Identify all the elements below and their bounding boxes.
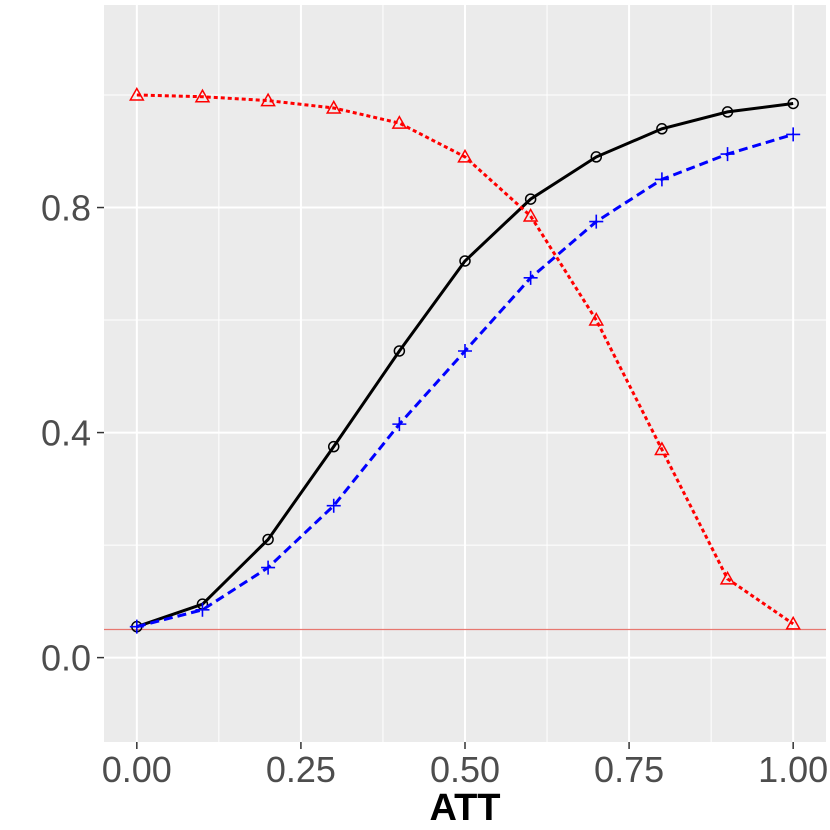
series-0-point-5 xyxy=(459,255,471,267)
series-1-point-10 xyxy=(786,127,801,142)
y-tick-label-1: 0.4 xyxy=(41,413,91,454)
series-1-point-5 xyxy=(458,343,472,358)
series-0-point-3 xyxy=(327,440,340,453)
series-0-point-9 xyxy=(721,106,734,118)
series-1-point-6 xyxy=(523,270,538,285)
series-1-point-8 xyxy=(654,172,669,187)
series-0-point-6 xyxy=(524,193,537,205)
series-2-point-8 xyxy=(654,441,670,456)
series-2-point-2 xyxy=(260,92,276,107)
series-2 xyxy=(129,86,801,630)
x-tick-label-0: 0.00 xyxy=(102,749,172,790)
axes: 0.00 0.25 0.50 0.75 1.00 0.0 0.4 0.8 xyxy=(41,188,828,790)
series-2-point-6 xyxy=(522,207,539,222)
series-2-point-0 xyxy=(129,86,145,101)
series-2-point-3 xyxy=(325,99,342,114)
series-group xyxy=(129,86,801,634)
series-1-point-4 xyxy=(392,417,407,432)
series-2-point-9 xyxy=(719,570,736,585)
x-tick-label-3: 0.75 xyxy=(594,749,664,790)
series-2-point-5 xyxy=(457,148,473,163)
series-1-point-3 xyxy=(326,498,341,513)
x-axis-title: ATT xyxy=(429,787,500,829)
series-2-point-10 xyxy=(785,615,801,630)
series-1-point-9 xyxy=(720,147,735,162)
y-tick-label-2: 0.8 xyxy=(41,188,91,229)
series-0-line xyxy=(136,102,794,629)
series-2-line xyxy=(136,93,795,626)
y-tick-label-0: 0.0 xyxy=(41,638,91,679)
series-2-point-4 xyxy=(391,115,408,129)
series-1-point-1 xyxy=(195,602,210,617)
series-0-point-10 xyxy=(787,97,799,110)
series-1-point-7 xyxy=(589,214,604,229)
series-2-point-7 xyxy=(588,312,605,326)
x-tick-label-1: 0.25 xyxy=(266,749,336,790)
series-0-point-2 xyxy=(262,533,274,546)
grid xyxy=(104,5,826,742)
x-tick-label-4: 1.00 xyxy=(758,749,828,790)
series-0-point-4 xyxy=(393,345,406,357)
series-1 xyxy=(129,127,801,634)
series-0 xyxy=(131,97,799,633)
series-2-point-1 xyxy=(194,88,211,103)
series-1-point-2 xyxy=(261,560,276,575)
series-0-point-7 xyxy=(590,151,603,163)
series-0-point-8 xyxy=(656,123,668,135)
series-1-point-0 xyxy=(129,619,144,634)
x-tick-label-2: 0.50 xyxy=(430,749,500,790)
